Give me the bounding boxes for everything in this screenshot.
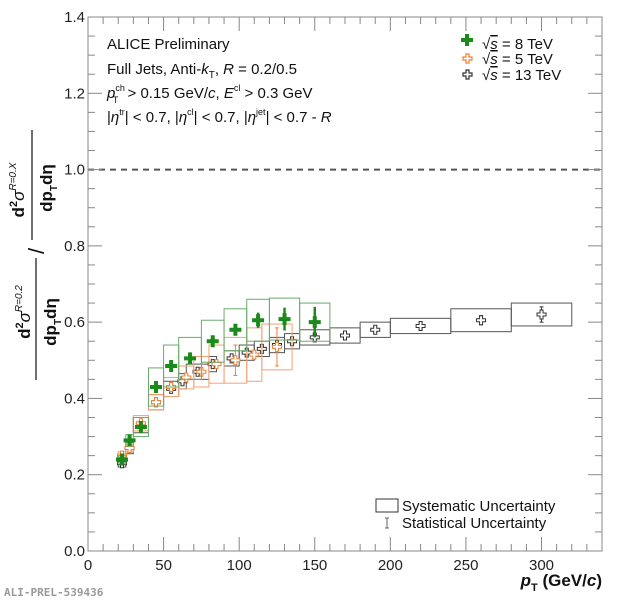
svg-text:d2σR=0.2: d2σR=0.2 [14,285,34,339]
x-tick-label: 150 [302,557,327,574]
systematic-box [261,323,293,371]
x-tick-label: 0 [84,557,92,574]
x-axis-label: pT (GeV/c) [520,571,602,594]
annotation-alice-preliminary: ALICE Preliminary [107,36,230,53]
data-point [134,421,147,434]
x-tick-label: 300 [529,557,554,574]
x-tick-label: 50 [155,557,172,574]
legend-label-8tev: √s = 8 TeV [482,36,553,53]
svg-text:dpTdη: dpTdη [41,298,64,346]
data-point [249,349,260,360]
data-point [150,380,163,393]
legend-entry-5tev: √s = 5 TeV [462,51,553,68]
y-tick-label: 1.2 [64,85,85,102]
data-point [308,316,321,329]
series-0 [117,302,573,469]
statistical-uncertainty-label: Statistical Uncertainty [402,515,547,532]
statistical-errorbar-icon [385,517,389,529]
y-tick-label: 0.0 [64,543,85,560]
data-point [184,352,197,365]
annotation-block: ALICE Preliminary Full Jets, Anti-kT, R … [106,36,332,126]
annotation-eta-cuts: |ηtr| < 0.7, |ηcl| < 0.7, |ηjet| < 0.7 -… [107,107,332,126]
data-point [123,434,136,447]
series-1 [117,323,293,461]
legend-marker-8tev [461,34,473,46]
data-point [151,397,162,408]
legend-label-5tev: √s = 5 TeV [482,51,553,68]
watermark-id: ALI-PREL-539436 [4,586,104,599]
data-point [536,309,547,320]
legend-entry-13tev: √s = 13 TeV [462,67,561,84]
x-tick-label: 250 [453,557,478,574]
y-tick-label: 0.8 [64,238,85,255]
data-point [271,341,282,352]
data-point [278,313,291,326]
data-point [229,323,242,336]
legend: √s = 8 TeV √s = 5 TeV √s = 13 TeV [461,34,561,84]
systematic-uncertainty-label: Systematic Uncertainty [402,498,556,515]
svg-text:dpTdη: dpTdη [37,164,60,212]
data-point [340,330,350,341]
y-axis-label: d2σR=0.2 dpTdη / d2σR=0.X dpTdη [8,130,64,380]
data-layer [116,297,573,469]
data-point [252,314,265,327]
data-point [211,359,222,370]
systematic-box [510,302,573,327]
series-2 [116,297,331,466]
annotation-jet-definition: Full Jets, Anti-kT, R = 0.2/0.5 [107,61,297,81]
legend-marker-13tev [462,69,473,80]
systematic-box [132,417,149,438]
data-point [415,320,426,331]
legend-label-13tev: √s = 13 TeV [482,67,561,84]
axis-ticks [87,16,603,552]
legend-entry-8tev: √s = 8 TeV [461,34,553,53]
svg-text:/: / [24,247,49,254]
y-tick-label: 0.2 [64,467,85,484]
annotation-track-cluster-cuts: pch T > 0.15 GeV/c, Ecl > 0.3 GeV [106,83,313,105]
data-point [230,355,241,366]
data-point [476,315,487,326]
y-tick-label: 0.6 [64,314,85,331]
systematic-box-icon [375,498,399,513]
y-tick-label: 1.4 [64,9,85,26]
x-tick-label: 100 [227,557,252,574]
data-point [177,376,188,387]
x-tick-labels: 0 50 100 150 200 250 300 [84,557,554,574]
x-tick-label: 200 [378,557,403,574]
data-point [165,360,178,373]
data-point [370,324,381,335]
y-tick-label: 1.0 [64,162,85,179]
uncertainty-legend: Systematic Uncertainty Statistical Uncer… [375,498,556,532]
data-point [116,453,129,466]
systematic-box [299,302,331,342]
svg-text:d2σR=0.X: d2σR=0.X [8,162,28,217]
legend-marker-5tev [462,53,473,64]
data-point [206,335,219,348]
y-tick-label: 0.4 [64,390,85,407]
y-tick-labels: 0.0 0.2 0.4 0.6 0.8 1.0 1.2 1.4 [64,9,85,560]
